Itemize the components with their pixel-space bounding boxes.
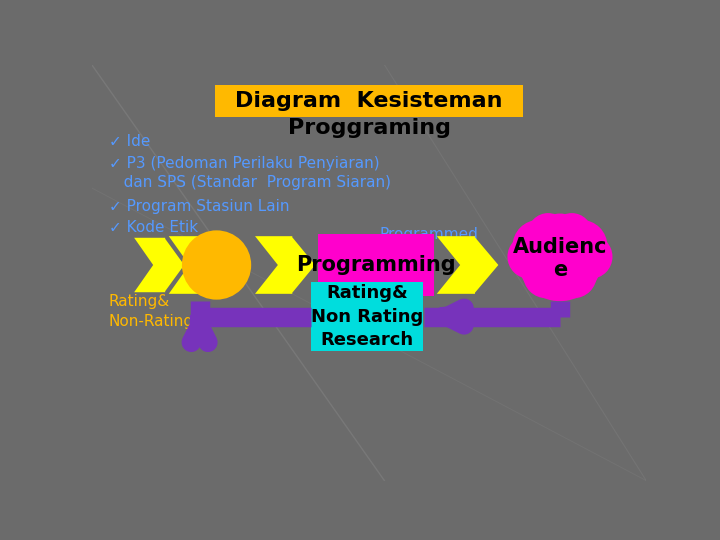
FancyBboxPatch shape [318,234,433,296]
Polygon shape [255,236,315,294]
Circle shape [555,220,608,272]
Text: ✓ P3 (Pedoman Perilaku Penyiaran)
   dan SPS (Standar  Program Siaran): ✓ P3 (Pedoman Perilaku Penyiaran) dan SP… [109,156,391,190]
Text: Audienc
e: Audienc e [513,237,607,280]
Circle shape [552,213,592,254]
Text: ✓ Kode Etik: ✓ Kode Etik [109,220,198,235]
Text: Programmed: Programmed [379,227,479,242]
Circle shape [568,235,613,279]
Circle shape [528,213,568,254]
Text: Programming: Programming [296,255,456,275]
Circle shape [550,252,597,298]
Polygon shape [168,236,222,294]
Circle shape [536,213,583,260]
FancyBboxPatch shape [311,282,423,351]
Circle shape [523,252,570,298]
FancyBboxPatch shape [215,85,523,117]
Text: ✓ Program Stasiun Lain: ✓ Program Stasiun Lain [109,199,289,214]
Circle shape [182,231,251,300]
Circle shape [513,220,565,272]
Polygon shape [437,236,498,294]
Circle shape [508,235,552,279]
Text: Proggraming: Proggraming [287,118,451,138]
Text: Rating&
Non Rating
Research: Rating& Non Rating Research [311,284,423,349]
Text: ✓ Ide: ✓ Ide [109,134,150,149]
Text: Rating&
Non-Rating: Rating& Non-Rating [109,294,194,329]
Circle shape [518,217,603,301]
Text: Diagram  Kesisteman: Diagram Kesisteman [235,91,503,111]
Polygon shape [134,238,184,292]
